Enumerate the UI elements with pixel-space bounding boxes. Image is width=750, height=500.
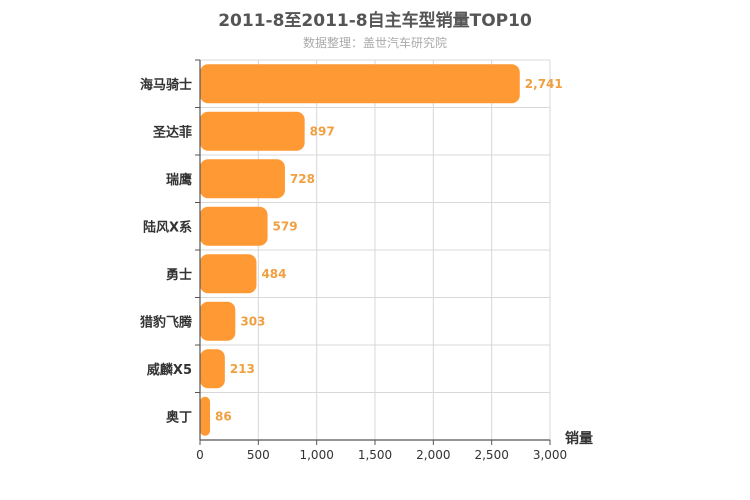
x-tick-label: 0 xyxy=(196,448,204,462)
x-tick-label: 2,000 xyxy=(416,448,450,462)
category-label: 瑞鹰 xyxy=(166,172,192,188)
category-label: 猎豹飞腾 xyxy=(140,314,193,330)
data-label: 213 xyxy=(230,362,255,376)
chart-subtitle: 数据整理：盖世汽车研究院 xyxy=(302,36,447,50)
chart-title: 2011-8至2011-8自主车型销量TOP10 xyxy=(218,11,532,31)
data-label: 579 xyxy=(273,219,298,233)
bar xyxy=(200,64,520,104)
x-tick-label: 3,000 xyxy=(533,448,567,462)
category-label: 威麟X5 xyxy=(147,362,192,378)
bar xyxy=(200,206,268,246)
bar xyxy=(200,111,305,151)
x-tick-label: 500 xyxy=(247,448,270,462)
x-tick-label: 2,500 xyxy=(474,448,508,462)
data-label: 2,741 xyxy=(525,77,563,91)
category-label: 勇士 xyxy=(166,267,192,283)
bar xyxy=(200,159,285,199)
data-labels: 2,741 897 728 579 484 303 213 86 xyxy=(215,77,563,424)
data-label: 484 xyxy=(261,267,286,281)
data-label: 897 xyxy=(310,124,335,138)
data-label: 728 xyxy=(290,172,315,186)
x-tick-label: 1,000 xyxy=(299,448,333,462)
bar xyxy=(200,396,211,436)
category-label: 圣达菲 xyxy=(153,124,192,140)
category-label: 陆风X系 xyxy=(143,219,192,235)
x-axis-title: 销量 xyxy=(565,430,593,447)
data-label: 86 xyxy=(215,409,232,423)
data-label: 303 xyxy=(240,314,265,328)
bar xyxy=(200,349,225,389)
bar xyxy=(200,254,257,294)
category-label: 奥丁 xyxy=(166,409,192,425)
bar xyxy=(200,301,236,341)
bars xyxy=(200,64,520,436)
x-tick-label: 1,500 xyxy=(358,448,392,462)
category-label: 海马骑士 xyxy=(140,77,192,93)
